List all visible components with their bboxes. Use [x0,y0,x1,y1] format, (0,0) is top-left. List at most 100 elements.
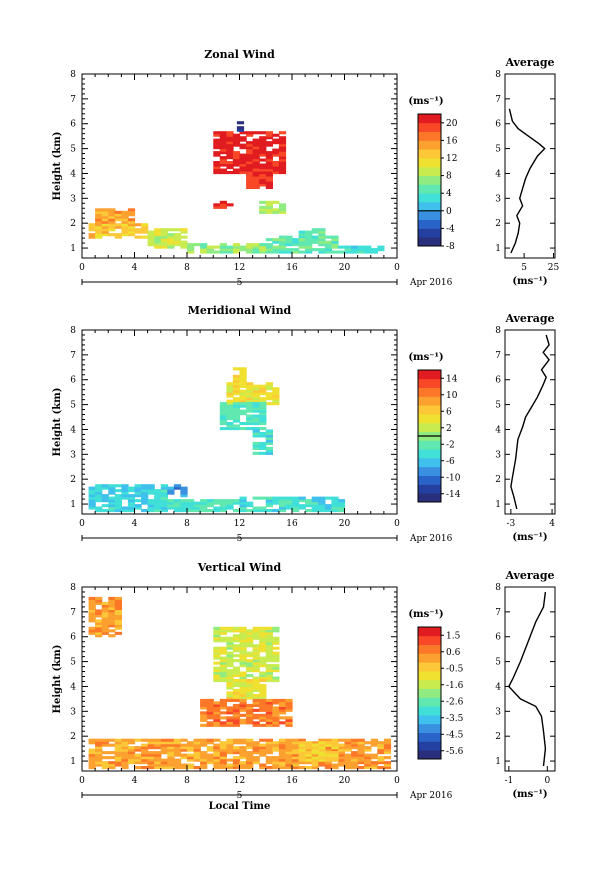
heatmap-cell [239,392,247,396]
heatmap-cell [187,504,195,508]
heatmap-cell [265,163,273,167]
heatmap-cell [331,748,339,752]
heatmap-cell [259,245,267,249]
heatmap-cell [272,153,280,157]
average-title: Average [504,569,554,582]
heatmap-cell [101,738,109,742]
heatmap-cell [213,666,221,670]
heatmap-cell [259,434,267,438]
heatmap-cell [357,746,365,750]
heatmap-cell [252,173,260,177]
avg-y-tick-label: 5 [495,401,501,411]
colorbar-swatch [418,653,441,663]
heatmap-cell [167,758,175,762]
heatmap-cell [337,748,346,752]
heatmap-cell [292,751,300,755]
heatmap-cell [213,509,221,513]
heatmap-cell [298,748,306,752]
heatmap-cell [167,238,175,242]
heatmap-cell [252,441,260,445]
heatmap-cell [134,489,142,493]
heatmap-cell [226,684,234,688]
heatmap-cell [134,235,142,239]
heatmap-cell [193,509,201,513]
heatmap-cell [265,716,273,720]
heatmap-cell [95,228,103,232]
heatmap-cell [265,713,273,717]
heatmap-cell [219,741,227,745]
heatmap-cell [232,427,241,431]
heatmap-cell [292,248,300,252]
heatmap-cell [108,629,116,633]
heatmap-cell [265,639,273,643]
heatmap-cell [213,761,221,765]
heatmap-cell [259,649,267,653]
heatmap-cell [226,766,234,770]
x-tick-label: 8 [184,776,190,786]
heatmap-cell [206,741,214,745]
heatmap-cell [232,649,241,653]
heatmap-cell [265,166,273,170]
heatmap-cell [226,708,234,712]
heatmap-cell [305,761,313,765]
heatmap-cell [246,178,254,182]
heatmap-cell [337,746,346,750]
heatmap-cell [292,748,300,752]
heatmap-cell [160,504,168,508]
heatmap-cell [232,409,241,413]
heatmap-cell [311,753,319,757]
heatmap-cell [383,761,392,765]
heatmap-cell [213,654,221,658]
heatmap-cell [101,499,109,503]
heatmap-cell [246,696,254,700]
heatmap-cell [219,711,227,715]
heatmap-cell [259,688,267,692]
heatmap-cell [147,766,155,770]
colorbar-tick-label: -14 [446,490,461,500]
avg-x-tick-label: 4 [549,519,555,529]
heatmap-cell [265,394,273,398]
heatmap-cell [232,721,241,725]
heatmap-cell [95,225,103,229]
heatmap-cell [246,639,254,643]
heatmap-cell [239,156,247,160]
heatmap-cell [246,713,254,717]
heatmap-cell [95,235,103,239]
heatmap-cell [246,158,254,162]
heatmap-cell [285,721,293,725]
heatmap-cell [246,684,254,688]
heatmap-cell [226,698,234,702]
heatmap-cell [108,496,116,500]
heatmap-cell [292,766,300,770]
heatmap-cell [154,243,162,247]
heatmap-cell [259,708,267,712]
heatmap-cell [246,151,254,155]
heatmap-cell [272,399,280,403]
heatmap-cell [108,614,116,618]
heatmap-cell [252,444,260,448]
heatmap-cell [344,766,352,770]
heatmap-cell [239,499,247,503]
heatmap-cell [232,374,241,378]
heatmap-cell [141,501,149,505]
heatmap-cell [324,746,332,750]
heatmap-cell [246,131,254,135]
heatmap-cell [193,243,201,247]
heatmap-cell [160,496,168,500]
heatmap-cell [134,766,142,770]
heatmap-cell [265,676,273,680]
heatmap-cell [259,173,267,177]
heatmap-cell [95,496,103,500]
heatmap-cell [232,389,241,393]
heatmap-cell [121,233,129,237]
heatmap-cell [246,679,254,683]
heatmap-cell [88,763,96,767]
heatmap-cell [239,248,247,252]
heatmap-cell [219,698,227,702]
heatmap-cell [246,708,254,712]
heatmap-cell [272,718,280,722]
heatmap-cell [114,741,122,745]
heatmap-cell [265,180,273,184]
heatmap-cell [265,203,273,207]
colorbar-swatch [418,697,441,707]
